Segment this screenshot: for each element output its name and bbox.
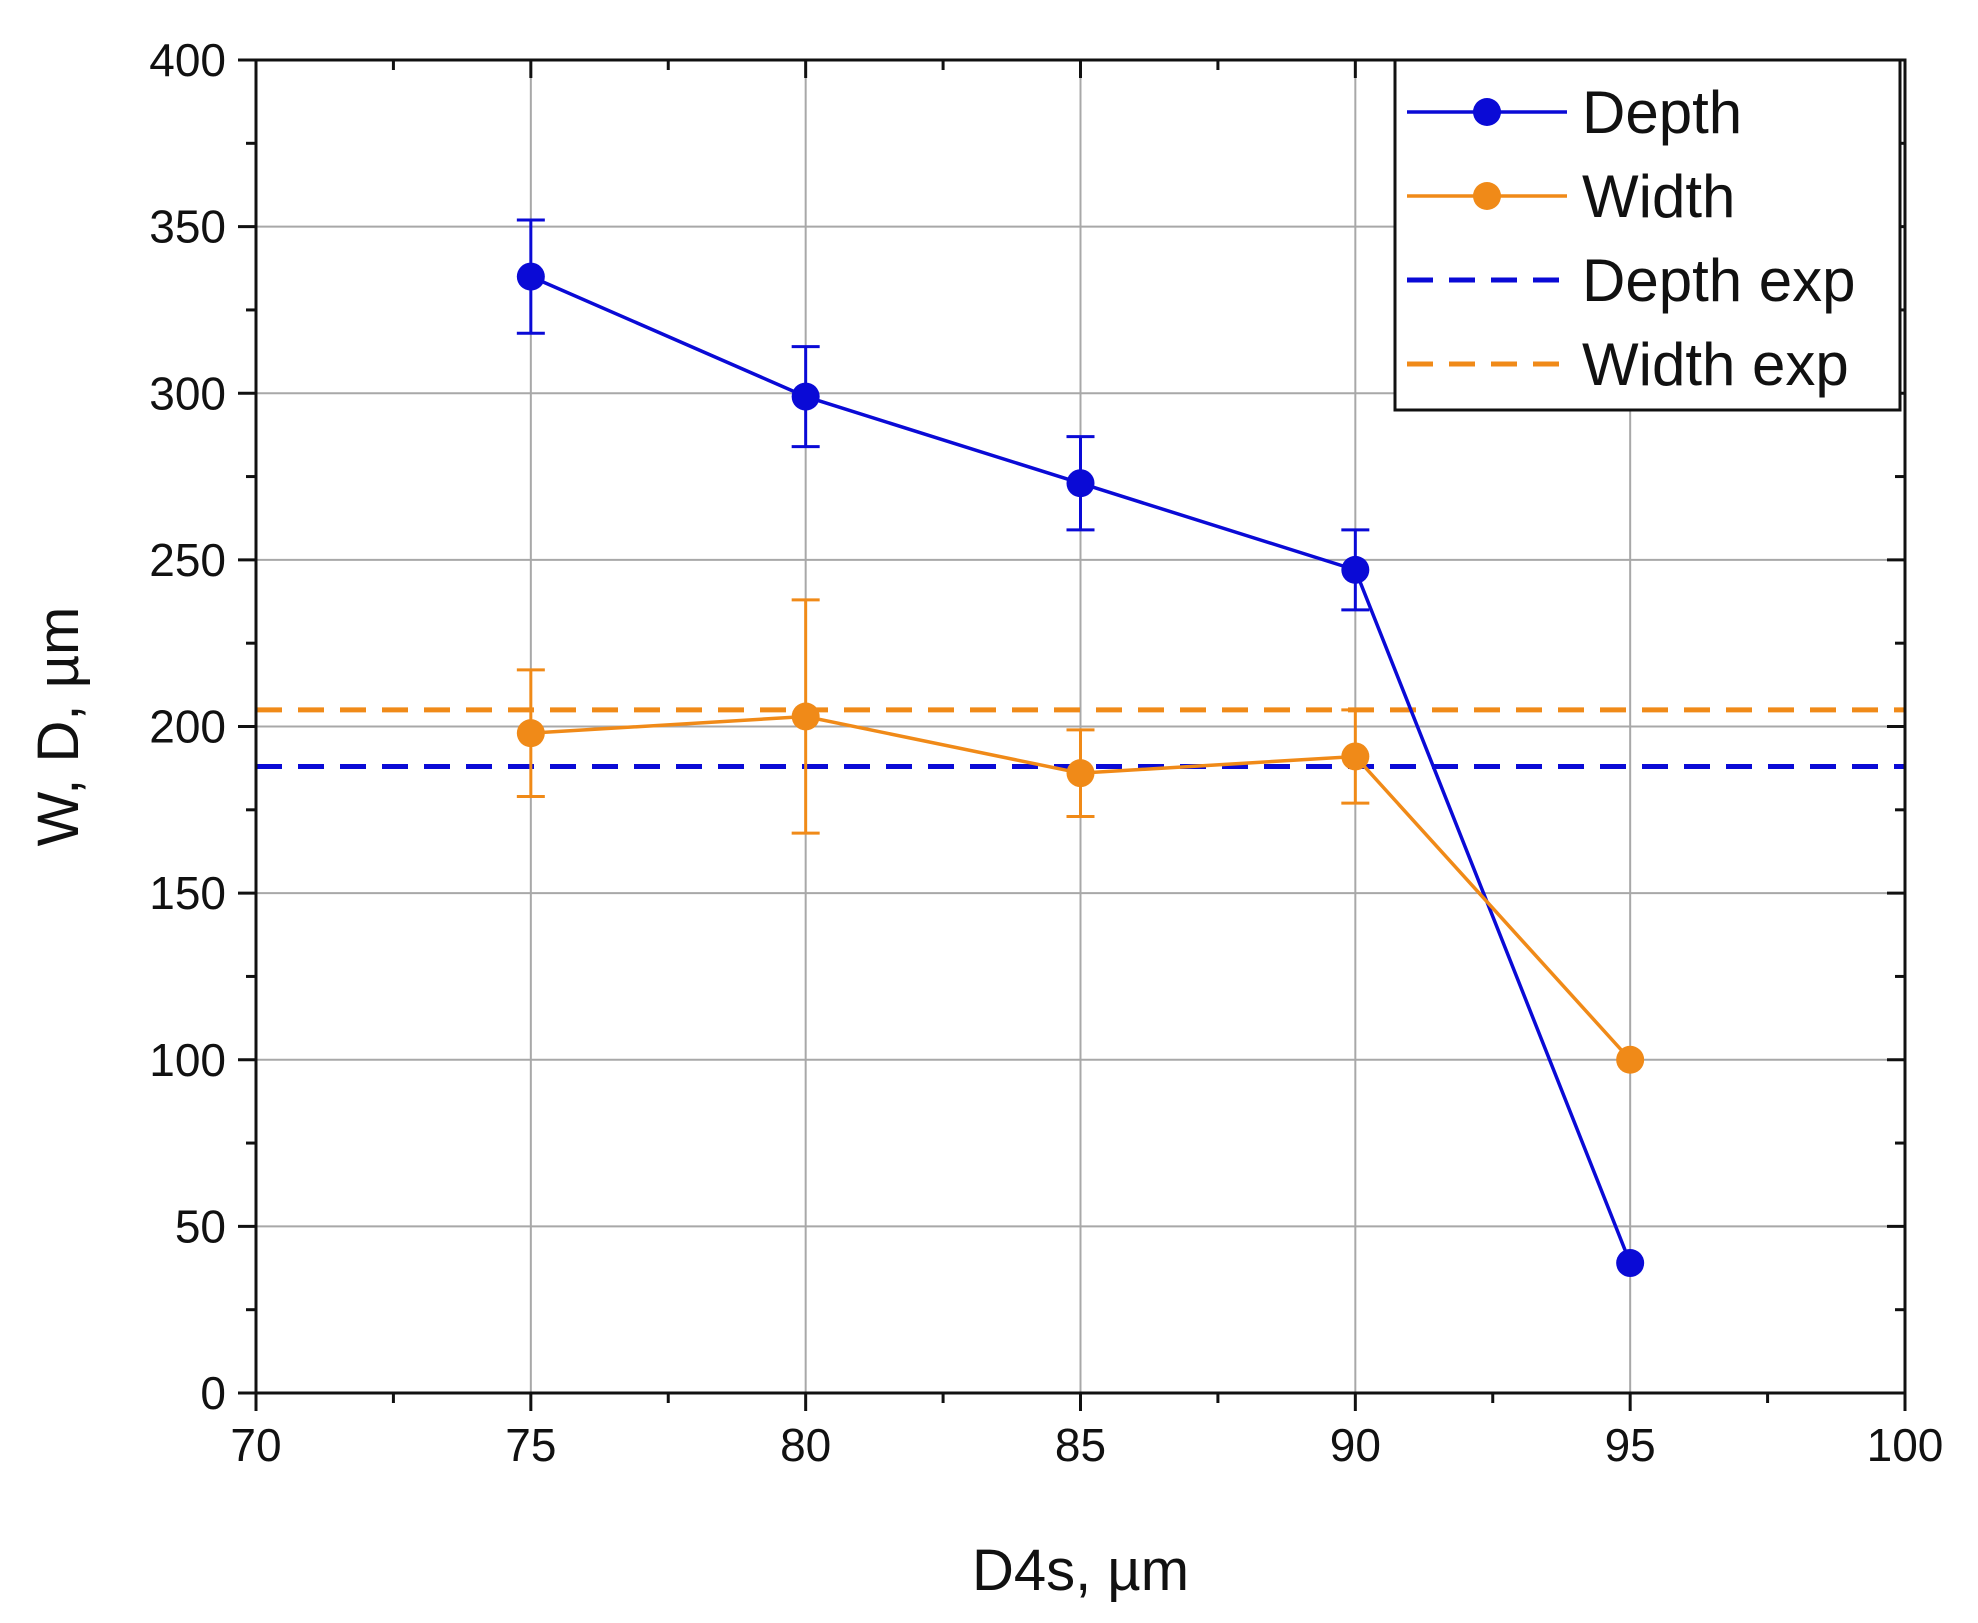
x-tick-label: 95 — [1605, 1419, 1656, 1471]
depth-point — [1341, 555, 1370, 584]
x-tick-label: 90 — [1330, 1419, 1381, 1471]
legend-item-depth-exp: Depth exp — [1407, 247, 1856, 314]
y-tick-label: 150 — [149, 867, 226, 919]
tick-labels: 70 75 80 85 90 95 100 0 50 100 150 200 250 300 350 400 — [149, 34, 1943, 1471]
width-point — [1341, 742, 1370, 771]
legend-label-depth: Depth — [1582, 79, 1742, 146]
legend-label-width: Width — [1582, 163, 1735, 230]
axis-ticks — [238, 58, 1907, 1411]
x-axis-title: D4s, µm — [972, 1538, 1189, 1603]
y-tick-label: 50 — [175, 1200, 226, 1252]
y-tick-label: 200 — [149, 701, 226, 753]
y-tick-label: 0 — [200, 1367, 226, 1419]
y-axis-title: W, D, µm — [26, 607, 91, 847]
depth-point — [516, 262, 545, 291]
legend-marker-width — [1473, 182, 1501, 210]
legend-item-width-exp: Width exp — [1407, 331, 1849, 398]
y-tick-label: 300 — [149, 367, 226, 419]
y-tick-label: 350 — [149, 201, 226, 253]
series-depth — [516, 218, 1645, 1278]
x-tick-label: 85 — [1055, 1419, 1106, 1471]
width-point — [516, 719, 545, 748]
width-point — [1066, 759, 1095, 788]
legend-label-depth-exp: Depth exp — [1582, 247, 1856, 314]
legend-label-width-exp: Width exp — [1582, 331, 1849, 398]
legend: Depth Width Depth exp Width exp — [1393, 58, 1902, 412]
legend-item-width: Width — [1407, 163, 1735, 230]
data-series — [516, 218, 1645, 1278]
width-point — [1616, 1045, 1645, 1074]
x-tick-label: 80 — [780, 1419, 831, 1471]
depth-point — [1066, 469, 1095, 498]
depth-point — [1616, 1249, 1645, 1278]
x-tick-label: 70 — [230, 1419, 281, 1471]
y-tick-label: 100 — [149, 1034, 226, 1086]
y-tick-label: 250 — [149, 534, 226, 586]
y-tick-label: 400 — [149, 34, 226, 86]
x-tick-label: 100 — [1867, 1419, 1944, 1471]
depth-point — [791, 382, 820, 411]
series-width — [516, 598, 1645, 1074]
legend-marker-depth — [1473, 98, 1501, 126]
width-point — [791, 702, 820, 731]
x-tick-label: 75 — [505, 1419, 556, 1471]
legend-item-depth: Depth — [1407, 79, 1742, 146]
